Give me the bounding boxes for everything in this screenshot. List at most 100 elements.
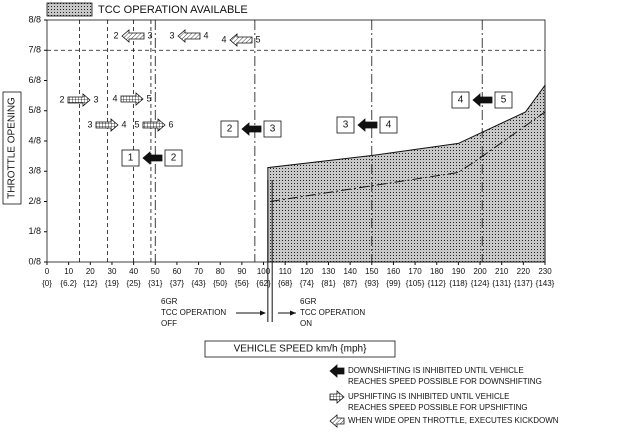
shift-gear: 5 [501, 95, 507, 106]
shift-box [494, 91, 513, 109]
shift-box [263, 120, 282, 138]
x-tick-label: 170 [408, 267, 422, 276]
shift-box [451, 91, 470, 109]
y-tick-label: 3/8 [28, 166, 41, 176]
x-tick-label-mph: {124} [471, 279, 490, 288]
x-tick-label: 70 [194, 267, 203, 276]
shift-box [336, 116, 355, 134]
x-tick-label: 220 [517, 267, 531, 276]
x-tick-label: 30 [108, 267, 117, 276]
downshift-arrow [357, 118, 378, 132]
y-tick-label: 4/8 [28, 135, 41, 145]
x-tick-label-mph: {25} [126, 279, 141, 288]
downshift-arrow [142, 151, 163, 165]
legend-text: WHEN WIDE OPEN THROTTLE, EXECUTES KICKDO… [348, 416, 559, 425]
shift-gear: 5 [146, 93, 151, 103]
x-tick-label-mph: {50} [213, 279, 228, 288]
y-label-box [2, 91, 22, 205]
x-tick-label-mph: {99} [386, 279, 401, 288]
shift-gear: 2 [227, 124, 233, 135]
downshift-arrow [472, 93, 493, 107]
x-tick-label: 140 [343, 267, 357, 276]
x-tick-label: 100 [257, 267, 271, 276]
x-label-box [204, 340, 396, 358]
x-tick-label-mph: {87} [343, 279, 358, 288]
x-tick-label-mph: {112} [428, 279, 446, 288]
x-tick-label-mph: {143} [536, 279, 555, 288]
shift-gear: 1 [128, 153, 134, 164]
x-tick-label: 90 [237, 267, 246, 276]
zone-label: TCC OPERATION [161, 308, 226, 317]
kickdown-arrow [229, 33, 253, 47]
shift-box [220, 120, 239, 138]
zone-arrowhead [290, 310, 296, 316]
shift-gear: 4 [112, 93, 117, 103]
shift-gear: 3 [147, 30, 152, 40]
x-axis-label: VEHICLE SPEED km/h {mph} [234, 344, 367, 355]
x-tick-label: 130 [322, 267, 336, 276]
x-tick-label: 60 [172, 267, 181, 276]
x-tick-label: 210 [495, 267, 509, 276]
kickdown-arrow [177, 29, 201, 43]
x-tick-label-mph: {31} [148, 279, 163, 288]
zone-label: OFF [161, 319, 177, 328]
x-tick-label: 190 [452, 267, 466, 276]
x-tick-label-mph: {12} [83, 279, 98, 288]
upshift-arrow [120, 92, 144, 106]
shift-box [121, 149, 140, 167]
legend-text: REACHES SPEED POSSIBLE FOR UPSHIFTING [348, 403, 528, 412]
y-tick-label: 5/8 [28, 105, 41, 115]
shift-gear: 3 [169, 30, 174, 40]
kickdown-arrow [329, 414, 345, 428]
legend-label: TCC OPERATION AVAILABLE [98, 4, 248, 16]
x-tick-label: 20 [86, 267, 95, 276]
shift-gear: 3 [87, 119, 92, 129]
shift-box [379, 116, 398, 134]
upshift-arrow [95, 118, 119, 132]
shift-gear: 2 [113, 30, 118, 40]
x-tick-label-mph: {118} [449, 279, 467, 288]
x-tick-label: 120 [300, 267, 314, 276]
zone-label: TCC OPERATION [300, 308, 365, 317]
x-tick-label: 230 [538, 267, 552, 276]
y-tick-label: 0/8 [28, 256, 41, 266]
legend-text: UPSHIFTING IS INHIBITED UNTIL VEHICLE [348, 392, 510, 401]
x-tick-label: 10 [64, 267, 73, 276]
shift-box [164, 149, 183, 167]
legend-swatch [46, 2, 93, 17]
x-tick-label-mph: {62} [256, 279, 271, 288]
x-tick-label-mph: {0} [42, 279, 52, 288]
shift-gear: 4 [458, 95, 464, 106]
zone-label: ON [300, 319, 312, 328]
x-tick-label-mph: {68} [278, 279, 293, 288]
x-tick-label: 0 [45, 267, 50, 276]
x-tick-label-mph: {6.2} [60, 279, 77, 288]
y-tick-label: 2/8 [28, 196, 41, 206]
x-tick-label: 110 [279, 267, 292, 276]
x-tick-label: 50 [151, 267, 160, 276]
y-tick-label: 1/8 [28, 226, 41, 236]
x-tick-label: 200 [473, 267, 487, 276]
x-tick-label-mph: {137} [514, 279, 533, 288]
x-tick-label-mph: {74} [300, 279, 315, 288]
x-tick-label: 80 [216, 267, 225, 276]
legend-text: REACHES SPEED POSSIBLE FOR DOWNSHIFTING [348, 377, 542, 386]
x-tick-label: 150 [365, 267, 379, 276]
x-tick-label-mph: {56} [235, 279, 250, 288]
x-tick-label: 40 [129, 267, 138, 276]
threshold-line [269, 111, 546, 202]
y-axis-label: THROTTLE OPENING [7, 97, 18, 199]
upshift-arrow [329, 390, 345, 404]
shift-gear: 6 [168, 119, 173, 129]
x-tick-label-mph: {19} [105, 279, 120, 288]
y-tick-label: 6/8 [28, 75, 41, 85]
shift-gear: 2 [171, 153, 177, 164]
shift-gear: 5 [255, 34, 260, 44]
downshift-arrow [329, 364, 345, 378]
shift-gear: 4 [203, 30, 208, 40]
shift-gear: 4 [221, 34, 226, 44]
tcc-area [267, 83, 546, 263]
shift-gear: 4 [121, 119, 126, 129]
x-tick-label-mph: {43} [191, 279, 206, 288]
